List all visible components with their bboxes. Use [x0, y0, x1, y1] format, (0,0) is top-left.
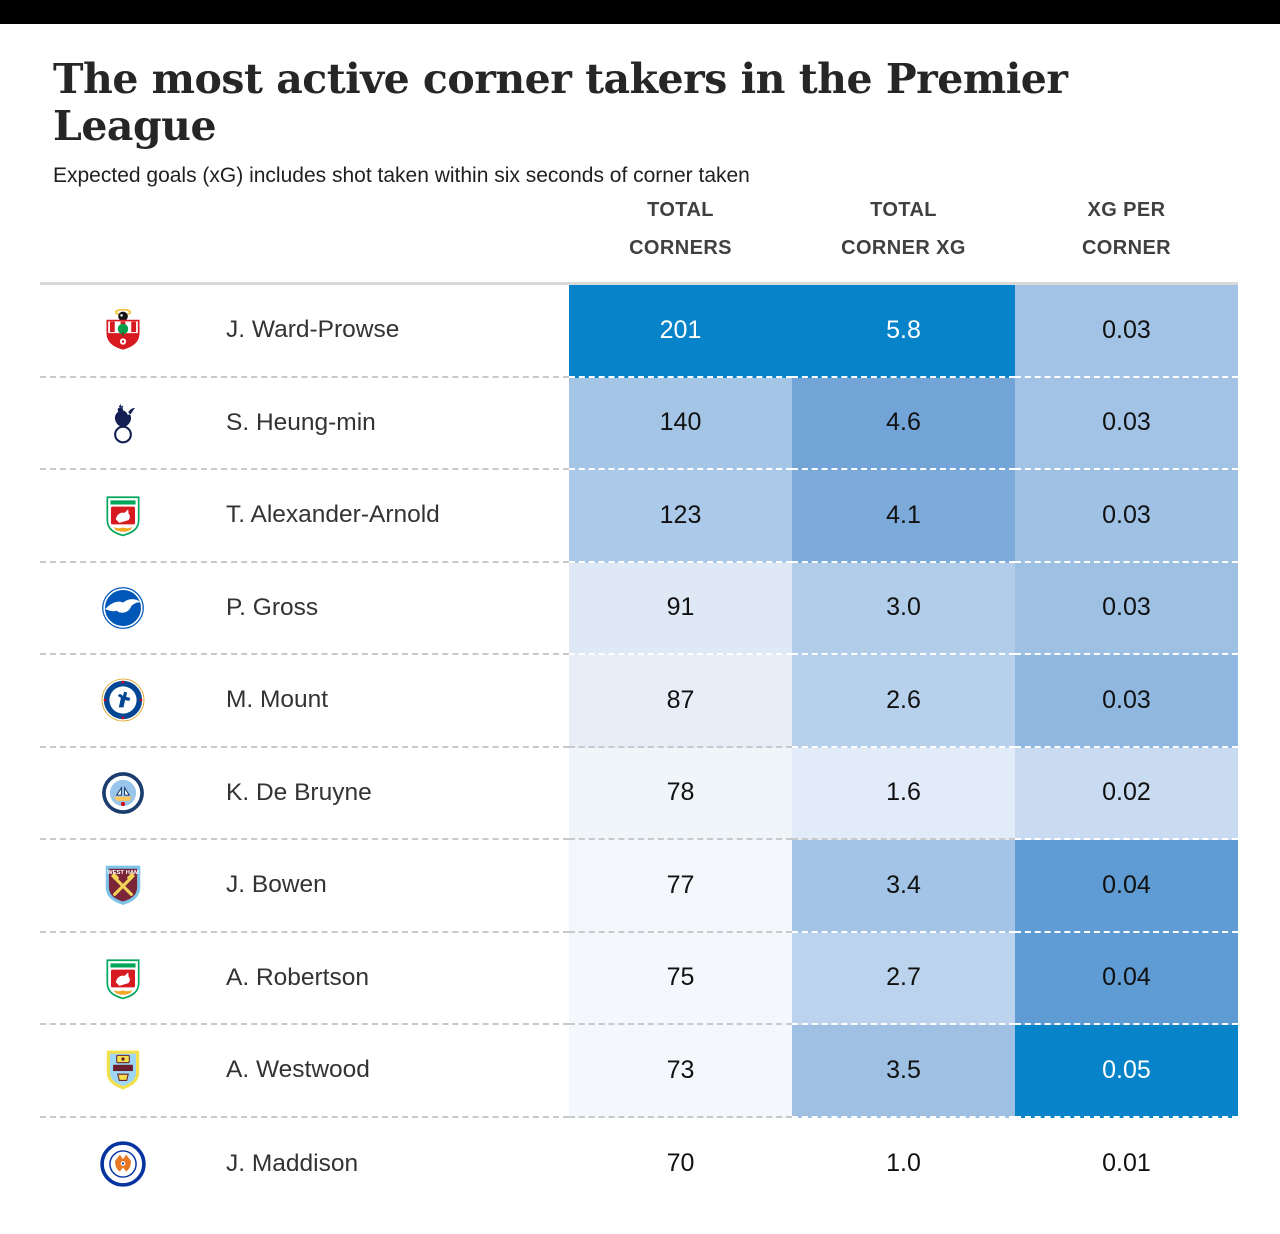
table-row: WEST HAM J. Bowen 77 3.4 0.04	[40, 840, 1238, 933]
svg-text:WEST HAM: WEST HAM	[107, 870, 139, 876]
table-row: K. De Bruyne 78 1.6 0.02	[40, 747, 1238, 840]
table-row: J. Maddison 70 1.0 0.01	[40, 1118, 1238, 1211]
column-header-total-corner-xg: TOTAL CORNER XG	[841, 199, 966, 259]
total-corner-xg-cell: 4.6	[792, 377, 1015, 470]
badge-liverpool-icon	[100, 492, 146, 538]
total-corners-cell: 87	[569, 655, 792, 748]
total-corner-xg-cell: 1.0	[886, 1149, 921, 1178]
total-corners-cell: 77	[569, 840, 792, 933]
player-name: K. De Bruyne	[226, 778, 372, 806]
player-label-cell: S. Heung-min	[40, 378, 569, 470]
total-corner-xg-cell: 2.6	[792, 655, 1015, 748]
table-row: J. Ward-Prowse 201 5.8 0.03	[40, 285, 1238, 378]
player-label-cell: J. Ward-Prowse	[40, 285, 569, 378]
xg-per-corner-cell: 0.01	[1102, 1149, 1151, 1178]
total-corners-cell: 73	[569, 1025, 792, 1118]
column-header-xg-per-corner: XG PER CORNER	[1081, 199, 1172, 259]
player-label-cell: M. Mount	[40, 655, 569, 748]
player-name: J. Ward-Prowse	[226, 316, 400, 344]
xg-per-corner-cell: 0.03	[1015, 562, 1238, 655]
badge-brighton-icon	[100, 585, 146, 631]
table-row: A. Westwood 73 3.5 0.05	[40, 1025, 1238, 1118]
total-corner-xg-cell: 4.1	[792, 470, 1015, 563]
total-corner-xg-cell: 5.8	[792, 285, 1015, 378]
xg-per-corner-cell: 0.03	[1015, 285, 1238, 378]
total-corner-xg-cell: 2.7	[792, 932, 1015, 1025]
xg-per-corner-cell: 0.04	[1015, 840, 1238, 933]
player-label-cell: A. Westwood	[40, 1025, 569, 1118]
table-row: A. Robertson 75 2.7 0.04	[40, 932, 1238, 1025]
xg-per-corner-cell: 0.02	[1015, 747, 1238, 840]
xg-per-corner-cell: 0.03	[1015, 655, 1238, 748]
player-name: T. Alexander-Arnold	[226, 501, 440, 529]
player-name: P. Gross	[226, 593, 319, 621]
player-label-cell: J. Maddison	[40, 1118, 569, 1211]
player-name: M. Mount	[226, 686, 329, 714]
top-bar	[0, 0, 1280, 24]
badge-leicester-icon	[100, 1141, 146, 1187]
player-label-cell: P. Gross	[40, 563, 569, 655]
total-corners-cell: 70	[666, 1149, 695, 1178]
total-corner-xg-cell: 3.5	[792, 1025, 1015, 1118]
player-name: J. Bowen	[226, 871, 327, 899]
chart-container: The most active corner takers in the Pre…	[0, 24, 1280, 1187]
page-title: The most active corner takers in the Pre…	[53, 55, 1068, 151]
xg-per-corner-cell: 0.03	[1015, 470, 1238, 563]
badge-southampton-icon	[100, 307, 146, 353]
badge-westham-icon: WEST HAM	[100, 862, 146, 908]
total-corners-cell: 123	[569, 470, 792, 563]
player-label-cell: A. Robertson	[40, 933, 569, 1025]
player-name: A. Westwood	[226, 1056, 370, 1084]
badge-tottenham-icon	[100, 400, 146, 446]
xg-per-corner-cell: 0.03	[1015, 377, 1238, 470]
badge-mancity-icon	[100, 770, 146, 816]
total-corners-cell: 75	[569, 932, 792, 1025]
column-header-total-corners: TOTAL CORNERS	[629, 199, 732, 259]
table-body: J. Ward-Prowse 201 5.8 0.03 S. Heung-min…	[40, 282, 1238, 1210]
player-label-cell: K. De Bruyne	[40, 748, 569, 840]
player-name: J. Maddison	[226, 1149, 359, 1177]
total-corner-xg-cell: 1.6	[792, 747, 1015, 840]
table-row: P. Gross 91 3.0 0.03	[40, 562, 1238, 655]
player-label-cell: T. Alexander-Arnold	[40, 470, 569, 563]
xg-per-corner-cell: 0.05	[1015, 1025, 1238, 1118]
xg-per-corner-cell: 0.04	[1015, 932, 1238, 1025]
total-corners-cell: 140	[569, 377, 792, 470]
table-row: S. Heung-min 140 4.6 0.03	[40, 377, 1238, 470]
column-header-row: TOTAL CORNERS TOTAL CORNER XG XG PER COR…	[40, 184, 1238, 282]
table-row: T. Alexander-Arnold 123 4.1 0.03	[40, 470, 1238, 563]
total-corner-xg-cell: 3.0	[792, 562, 1015, 655]
player-name: S. Heung-min	[226, 408, 376, 436]
player-name: A. Robertson	[226, 963, 369, 991]
badge-liverpool-icon	[100, 955, 146, 1001]
total-corners-cell: 91	[569, 562, 792, 655]
total-corner-xg-cell: 3.4	[792, 840, 1015, 933]
total-corners-cell: 78	[569, 747, 792, 840]
total-corners-cell: 201	[569, 285, 792, 378]
page-subtitle: Expected goals (xG) includes shot taken …	[53, 164, 750, 188]
badge-burnley-icon	[100, 1047, 146, 1093]
badge-chelsea-icon	[100, 677, 146, 723]
corner-takers-table: TOTAL CORNERS TOTAL CORNER XG XG PER COR…	[40, 184, 1238, 1210]
player-label-cell: WEST HAM J. Bowen	[40, 840, 569, 933]
table-row: M. Mount 87 2.6 0.03	[40, 655, 1238, 748]
